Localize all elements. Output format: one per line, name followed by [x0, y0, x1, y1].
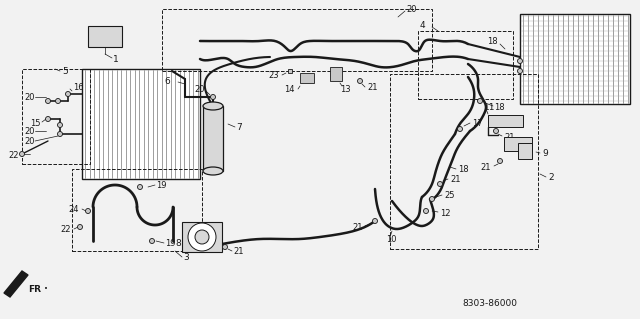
Bar: [182, 222, 222, 252]
Text: 7: 7: [236, 122, 242, 131]
Circle shape: [493, 129, 499, 133]
Circle shape: [497, 159, 502, 164]
Text: 18: 18: [494, 102, 504, 112]
Text: 21: 21: [504, 132, 515, 142]
Text: 21: 21: [233, 248, 243, 256]
Text: 15: 15: [30, 118, 40, 128]
Text: FR: FR: [28, 285, 41, 293]
Bar: [390, 74, 538, 249]
Circle shape: [518, 58, 522, 63]
Bar: [22, 69, 90, 164]
Text: 21: 21: [352, 222, 362, 232]
Text: 20: 20: [406, 5, 417, 14]
Circle shape: [77, 225, 83, 229]
Bar: [504, 137, 532, 151]
Text: 12: 12: [440, 209, 451, 218]
Text: 20: 20: [24, 93, 35, 101]
Text: 8: 8: [175, 239, 180, 248]
Text: •: •: [44, 286, 48, 292]
Text: 9: 9: [542, 150, 548, 159]
Text: 17: 17: [472, 118, 483, 128]
Bar: [520, 14, 630, 104]
Text: 4: 4: [420, 20, 426, 29]
Text: 5: 5: [62, 66, 68, 76]
Text: 23: 23: [268, 70, 278, 79]
Text: 13: 13: [340, 85, 351, 93]
Circle shape: [429, 197, 435, 202]
Circle shape: [188, 223, 216, 251]
Bar: [288, 69, 292, 73]
Text: 6: 6: [164, 77, 170, 85]
Text: 22: 22: [60, 225, 70, 234]
Text: 20: 20: [24, 127, 35, 136]
Circle shape: [58, 131, 63, 137]
Circle shape: [45, 99, 51, 103]
Text: 2: 2: [548, 174, 554, 182]
Circle shape: [58, 122, 63, 128]
Text: 19: 19: [156, 181, 166, 189]
Text: 20: 20: [24, 137, 35, 145]
Text: 21: 21: [367, 84, 378, 93]
Text: 20: 20: [194, 85, 205, 93]
Circle shape: [223, 244, 227, 249]
Text: 22: 22: [8, 152, 19, 160]
Circle shape: [86, 209, 90, 213]
Text: 19: 19: [165, 239, 175, 248]
Circle shape: [211, 94, 216, 100]
Bar: [88, 26, 122, 47]
Bar: [82, 69, 200, 179]
Text: 10: 10: [386, 235, 397, 244]
Text: 1: 1: [113, 55, 119, 63]
Text: 16: 16: [73, 84, 84, 93]
Text: 8303-86000: 8303-86000: [463, 300, 518, 308]
Circle shape: [19, 152, 24, 157]
Circle shape: [65, 92, 70, 97]
Circle shape: [438, 182, 442, 187]
Circle shape: [477, 99, 483, 103]
Circle shape: [372, 219, 378, 224]
Text: 24: 24: [68, 204, 79, 213]
Circle shape: [518, 69, 522, 73]
Circle shape: [45, 116, 51, 122]
Circle shape: [150, 239, 154, 243]
Ellipse shape: [203, 167, 223, 175]
Bar: [518, 143, 532, 159]
Text: 18: 18: [487, 36, 498, 46]
Text: 3: 3: [183, 254, 189, 263]
Text: 11: 11: [484, 102, 495, 112]
Bar: [330, 67, 342, 81]
Bar: [72, 169, 202, 251]
Text: 21: 21: [480, 162, 490, 172]
Circle shape: [458, 127, 463, 131]
Circle shape: [424, 209, 429, 213]
Polygon shape: [4, 271, 28, 297]
Ellipse shape: [203, 102, 223, 110]
Circle shape: [56, 99, 61, 103]
Text: 25: 25: [444, 190, 454, 199]
Bar: [300, 73, 314, 83]
Circle shape: [138, 184, 143, 189]
Text: 18: 18: [458, 166, 468, 174]
Text: 14: 14: [284, 85, 294, 94]
Circle shape: [358, 78, 362, 84]
Bar: [203, 106, 223, 171]
Bar: [488, 115, 523, 127]
Circle shape: [195, 230, 209, 244]
Bar: [162, 9, 432, 71]
Bar: [418, 31, 513, 99]
Text: 21: 21: [450, 174, 461, 183]
